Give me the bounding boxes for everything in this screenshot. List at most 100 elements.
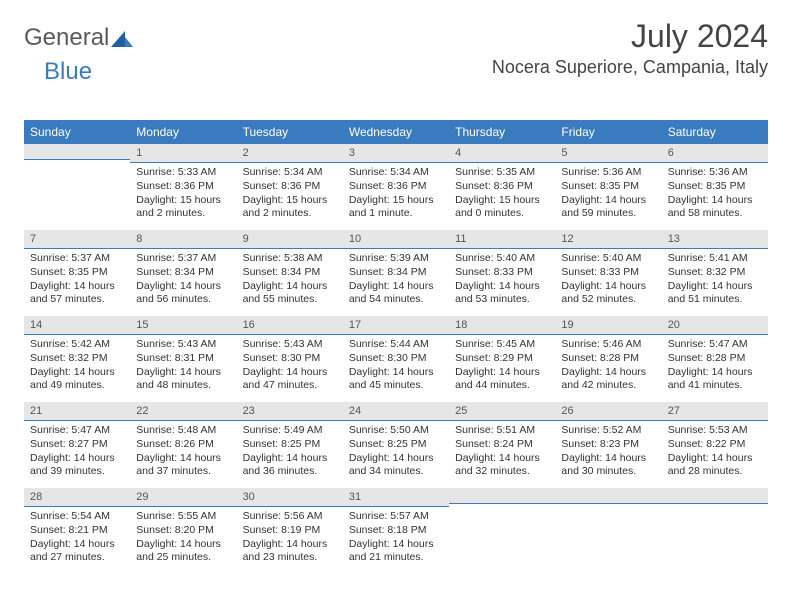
day-details: Sunrise: 5:50 AMSunset: 8:25 PMDaylight:… xyxy=(343,421,449,483)
weekday-header: Wednesday xyxy=(343,120,449,144)
calendar-day-cell: 20Sunrise: 5:47 AMSunset: 8:28 PMDayligh… xyxy=(662,316,768,402)
calendar-day-cell: 28Sunrise: 5:54 AMSunset: 8:21 PMDayligh… xyxy=(24,488,130,574)
daylight-text: Daylight: 14 hours and 39 minutes. xyxy=(30,452,124,479)
day-number xyxy=(555,488,661,504)
day-details: Sunrise: 5:47 AMSunset: 8:27 PMDaylight:… xyxy=(24,421,130,483)
daylight-text: Daylight: 15 hours and 2 minutes. xyxy=(243,194,337,221)
calendar-day-cell: 18Sunrise: 5:45 AMSunset: 8:29 PMDayligh… xyxy=(449,316,555,402)
sunrise-text: Sunrise: 5:46 AM xyxy=(561,338,655,352)
daylight-text: Daylight: 14 hours and 51 minutes. xyxy=(668,280,762,307)
day-details: Sunrise: 5:38 AMSunset: 8:34 PMDaylight:… xyxy=(237,249,343,311)
sunset-text: Sunset: 8:34 PM xyxy=(136,266,230,280)
sunrise-text: Sunrise: 5:33 AM xyxy=(136,166,230,180)
calendar-week-row: 7Sunrise: 5:37 AMSunset: 8:35 PMDaylight… xyxy=(24,230,768,316)
day-number: 22 xyxy=(130,402,236,421)
sunset-text: Sunset: 8:33 PM xyxy=(455,266,549,280)
sunset-text: Sunset: 8:22 PM xyxy=(668,438,762,452)
calendar-day-cell: 14Sunrise: 5:42 AMSunset: 8:32 PMDayligh… xyxy=(24,316,130,402)
day-number: 3 xyxy=(343,144,449,163)
day-details: Sunrise: 5:39 AMSunset: 8:34 PMDaylight:… xyxy=(343,249,449,311)
day-details: Sunrise: 5:54 AMSunset: 8:21 PMDaylight:… xyxy=(24,507,130,569)
calendar-week-row: 14Sunrise: 5:42 AMSunset: 8:32 PMDayligh… xyxy=(24,316,768,402)
sunset-text: Sunset: 8:18 PM xyxy=(349,524,443,538)
day-details: Sunrise: 5:40 AMSunset: 8:33 PMDaylight:… xyxy=(555,249,661,311)
day-details: Sunrise: 5:36 AMSunset: 8:35 PMDaylight:… xyxy=(555,163,661,225)
daylight-text: Daylight: 14 hours and 42 minutes. xyxy=(561,366,655,393)
day-number: 20 xyxy=(662,316,768,335)
sunrise-text: Sunrise: 5:34 AM xyxy=(243,166,337,180)
sunset-text: Sunset: 8:35 PM xyxy=(561,180,655,194)
sunrise-text: Sunrise: 5:56 AM xyxy=(243,510,337,524)
sunrise-text: Sunrise: 5:40 AM xyxy=(455,252,549,266)
calendar-week-row: 1Sunrise: 5:33 AMSunset: 8:36 PMDaylight… xyxy=(24,144,768,230)
day-number: 24 xyxy=(343,402,449,421)
sunset-text: Sunset: 8:25 PM xyxy=(349,438,443,452)
sunrise-text: Sunrise: 5:49 AM xyxy=(243,424,337,438)
day-details: Sunrise: 5:49 AMSunset: 8:25 PMDaylight:… xyxy=(237,421,343,483)
sunrise-text: Sunrise: 5:35 AM xyxy=(455,166,549,180)
day-details xyxy=(24,160,130,167)
day-details: Sunrise: 5:47 AMSunset: 8:28 PMDaylight:… xyxy=(662,335,768,397)
day-number: 10 xyxy=(343,230,449,249)
weekday-header: Thursday xyxy=(449,120,555,144)
daylight-text: Daylight: 14 hours and 36 minutes. xyxy=(243,452,337,479)
day-number: 31 xyxy=(343,488,449,507)
calendar-day-cell: 31Sunrise: 5:57 AMSunset: 8:18 PMDayligh… xyxy=(343,488,449,574)
daylight-text: Daylight: 14 hours and 53 minutes. xyxy=(455,280,549,307)
daylight-text: Daylight: 14 hours and 59 minutes. xyxy=(561,194,655,221)
daylight-text: Daylight: 14 hours and 58 minutes. xyxy=(668,194,762,221)
calendar-day-cell: 12Sunrise: 5:40 AMSunset: 8:33 PMDayligh… xyxy=(555,230,661,316)
daylight-text: Daylight: 14 hours and 52 minutes. xyxy=(561,280,655,307)
day-number: 23 xyxy=(237,402,343,421)
sunset-text: Sunset: 8:28 PM xyxy=(561,352,655,366)
sunset-text: Sunset: 8:32 PM xyxy=(668,266,762,280)
calendar-day-cell: 10Sunrise: 5:39 AMSunset: 8:34 PMDayligh… xyxy=(343,230,449,316)
sunset-text: Sunset: 8:21 PM xyxy=(30,524,124,538)
calendar-day-cell: 4Sunrise: 5:35 AMSunset: 8:36 PMDaylight… xyxy=(449,144,555,230)
weekday-header: Sunday xyxy=(24,120,130,144)
calendar-day-cell: 26Sunrise: 5:52 AMSunset: 8:23 PMDayligh… xyxy=(555,402,661,488)
day-details: Sunrise: 5:41 AMSunset: 8:32 PMDaylight:… xyxy=(662,249,768,311)
sunset-text: Sunset: 8:24 PM xyxy=(455,438,549,452)
sunset-text: Sunset: 8:36 PM xyxy=(136,180,230,194)
day-number: 8 xyxy=(130,230,236,249)
day-number: 28 xyxy=(24,488,130,507)
sunrise-text: Sunrise: 5:55 AM xyxy=(136,510,230,524)
day-details: Sunrise: 5:34 AMSunset: 8:36 PMDaylight:… xyxy=(237,163,343,225)
sunset-text: Sunset: 8:30 PM xyxy=(349,352,443,366)
day-details: Sunrise: 5:40 AMSunset: 8:33 PMDaylight:… xyxy=(449,249,555,311)
day-number: 29 xyxy=(130,488,236,507)
daylight-text: Daylight: 14 hours and 45 minutes. xyxy=(349,366,443,393)
calendar-table: SundayMondayTuesdayWednesdayThursdayFrid… xyxy=(24,120,768,574)
sunrise-text: Sunrise: 5:47 AM xyxy=(668,338,762,352)
logo-text-blue: Blue xyxy=(44,58,92,85)
logo-text-general: General xyxy=(24,24,109,52)
calendar-day-cell: 24Sunrise: 5:50 AMSunset: 8:25 PMDayligh… xyxy=(343,402,449,488)
daylight-text: Daylight: 14 hours and 56 minutes. xyxy=(136,280,230,307)
day-number xyxy=(449,488,555,504)
day-details: Sunrise: 5:36 AMSunset: 8:35 PMDaylight:… xyxy=(662,163,768,225)
day-number: 19 xyxy=(555,316,661,335)
calendar-day-cell: 2Sunrise: 5:34 AMSunset: 8:36 PMDaylight… xyxy=(237,144,343,230)
day-number: 30 xyxy=(237,488,343,507)
calendar-header-row: SundayMondayTuesdayWednesdayThursdayFrid… xyxy=(24,120,768,144)
day-details: Sunrise: 5:53 AMSunset: 8:22 PMDaylight:… xyxy=(662,421,768,483)
logo: General xyxy=(24,24,133,52)
calendar-day-cell: 25Sunrise: 5:51 AMSunset: 8:24 PMDayligh… xyxy=(449,402,555,488)
sunset-text: Sunset: 8:36 PM xyxy=(455,180,549,194)
sunrise-text: Sunrise: 5:37 AM xyxy=(30,252,124,266)
day-details: Sunrise: 5:43 AMSunset: 8:30 PMDaylight:… xyxy=(237,335,343,397)
calendar-week-row: 21Sunrise: 5:47 AMSunset: 8:27 PMDayligh… xyxy=(24,402,768,488)
sunrise-text: Sunrise: 5:48 AM xyxy=(136,424,230,438)
calendar-week-row: 28Sunrise: 5:54 AMSunset: 8:21 PMDayligh… xyxy=(24,488,768,574)
sunrise-text: Sunrise: 5:45 AM xyxy=(455,338,549,352)
daylight-text: Daylight: 14 hours and 48 minutes. xyxy=(136,366,230,393)
day-details: Sunrise: 5:48 AMSunset: 8:26 PMDaylight:… xyxy=(130,421,236,483)
calendar-day-cell: 3Sunrise: 5:34 AMSunset: 8:36 PMDaylight… xyxy=(343,144,449,230)
calendar-day-cell: 16Sunrise: 5:43 AMSunset: 8:30 PMDayligh… xyxy=(237,316,343,402)
day-number: 15 xyxy=(130,316,236,335)
calendar-day-cell: 17Sunrise: 5:44 AMSunset: 8:30 PMDayligh… xyxy=(343,316,449,402)
calendar-day-cell: 21Sunrise: 5:47 AMSunset: 8:27 PMDayligh… xyxy=(24,402,130,488)
calendar-day-cell: 1Sunrise: 5:33 AMSunset: 8:36 PMDaylight… xyxy=(130,144,236,230)
sunrise-text: Sunrise: 5:36 AM xyxy=(668,166,762,180)
